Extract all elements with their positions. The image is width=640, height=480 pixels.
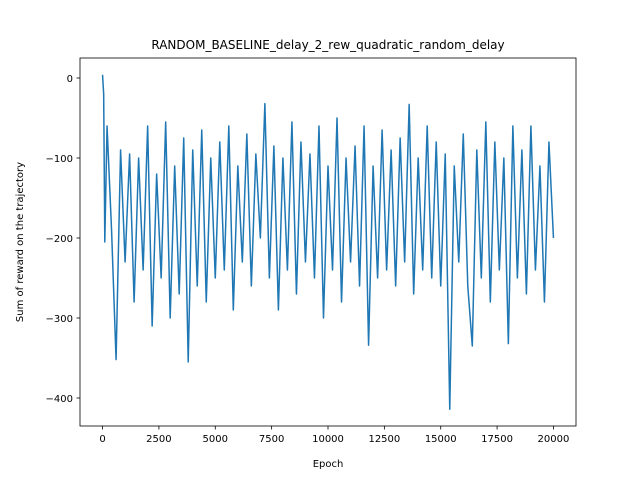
y-tick-label: −300: [46, 314, 73, 325]
y-tick-label: 0: [67, 74, 73, 85]
x-tick-label: 20000: [538, 434, 570, 445]
x-tick-label: 17500: [481, 434, 513, 445]
x-tick-label: 15000: [425, 434, 457, 445]
line-series: [101, 74, 555, 410]
y-axis-label: Sum of reward on the trajectory: [15, 162, 26, 322]
x-tick-label: 5000: [203, 434, 228, 445]
y-tick-label: −200: [46, 234, 73, 245]
x-axis-label: Epoch: [313, 459, 344, 470]
x-tick-label: 10000: [312, 434, 344, 445]
y-tick-label: −400: [46, 394, 73, 405]
x-tick-label: 12500: [368, 434, 400, 445]
plot-frame: [79, 57, 577, 427]
chart-title: RANDOM_BASELINE_delay_2_rew_quadratic_ra…: [151, 38, 504, 52]
x-tick-label: 2500: [146, 434, 171, 445]
x-tick-label: 0: [99, 434, 105, 445]
y-tick-label: −100: [46, 154, 73, 165]
x-tick-label: 7500: [259, 434, 284, 445]
